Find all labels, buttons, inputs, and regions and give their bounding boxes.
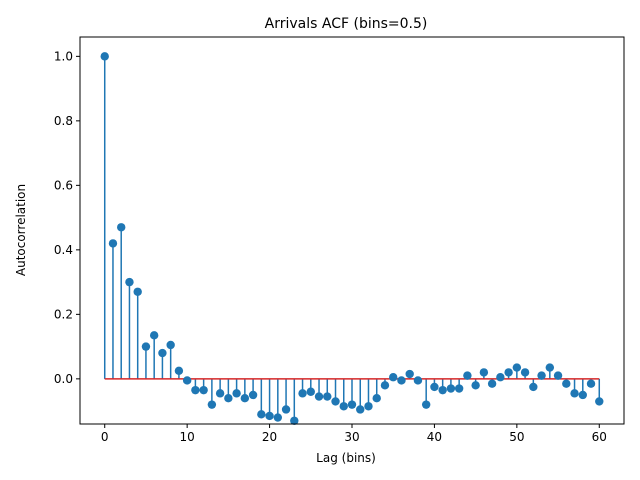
stem-marker <box>166 340 175 350</box>
stem-marker <box>454 384 464 393</box>
stem-marker <box>248 390 258 400</box>
stem-marker <box>389 373 398 382</box>
stem-marker <box>323 392 332 401</box>
stem-marker <box>520 368 530 377</box>
x-tick-label: 10 <box>180 430 195 444</box>
stem-marker <box>141 342 151 351</box>
stem-marker <box>215 389 225 398</box>
stem-marker <box>347 400 357 409</box>
stem-marker <box>290 416 299 425</box>
stem-marker <box>117 223 126 232</box>
stem-marker <box>372 394 381 403</box>
stem-marker <box>174 366 184 375</box>
stem-marker <box>339 402 348 411</box>
stem-marker <box>446 384 456 393</box>
stem-marker <box>405 369 414 379</box>
y-tick-label: 0.8 <box>54 114 73 128</box>
x-tick-label: 60 <box>592 430 607 444</box>
y-tick-label: 1.0 <box>54 49 73 63</box>
stem-marker <box>149 331 159 340</box>
y-tick-label: 0.0 <box>54 372 73 386</box>
y-tick-label: 0.2 <box>54 307 73 321</box>
stem-marker <box>133 287 142 296</box>
stem-marker <box>298 389 307 398</box>
stem-marker <box>281 405 291 414</box>
y-tick-label: 0.6 <box>54 178 73 192</box>
chart-title: Arrivals ACF (bins=0.5) <box>265 16 428 32</box>
stem-marker <box>504 368 513 377</box>
stem-marker <box>380 381 390 390</box>
stem-marker <box>487 379 497 388</box>
y-axis-label: Autocorrelation <box>14 184 28 276</box>
stem-marker <box>586 379 596 388</box>
stem-marker <box>108 239 118 248</box>
x-tick-label: 20 <box>262 430 277 444</box>
stem-marker <box>545 363 555 372</box>
stem-marker <box>207 400 217 409</box>
stem-marker <box>397 376 406 385</box>
stem-marker <box>100 52 109 61</box>
stem-marker <box>191 385 200 395</box>
stem-marker <box>479 368 489 377</box>
stem-marker <box>413 376 423 385</box>
x-tick-label: 40 <box>427 430 442 444</box>
stem-marker <box>421 400 431 409</box>
stem-marker <box>158 348 167 358</box>
stem-marker <box>331 397 340 406</box>
stem-marker <box>240 394 250 403</box>
x-axis-label: Lag (bins) <box>316 451 376 465</box>
stem-marker <box>314 392 324 401</box>
stem-marker <box>273 413 283 422</box>
y-tick-label: 0.4 <box>54 243 73 257</box>
stem-marker <box>463 371 472 380</box>
plot-frame <box>79 36 625 425</box>
stem-marker <box>553 371 563 380</box>
stem-marker <box>471 381 480 390</box>
stem-marker <box>224 394 233 403</box>
stem-marker <box>182 376 192 385</box>
stem-marker <box>496 373 505 382</box>
stem-marker <box>578 390 587 400</box>
stem-marker <box>430 382 439 392</box>
stem-marker <box>356 405 365 414</box>
stem-marker <box>199 385 208 395</box>
x-tick-label: 50 <box>509 430 524 444</box>
stem-marker <box>232 389 241 398</box>
stem-marker <box>125 277 134 287</box>
stem-marker <box>570 389 579 398</box>
stem-marker <box>438 385 447 395</box>
stem-marker <box>595 397 604 406</box>
stem-marker <box>529 382 538 392</box>
stem-marker <box>562 379 571 388</box>
stem-marker <box>512 363 522 372</box>
stem-marker <box>257 410 266 419</box>
stem-marker <box>306 387 315 396</box>
x-tick-label: 30 <box>344 430 359 444</box>
stem-marker <box>537 371 546 380</box>
stem-marker <box>265 411 274 421</box>
stem-marker <box>364 402 373 411</box>
x-tick-label: 0 <box>101 430 109 444</box>
